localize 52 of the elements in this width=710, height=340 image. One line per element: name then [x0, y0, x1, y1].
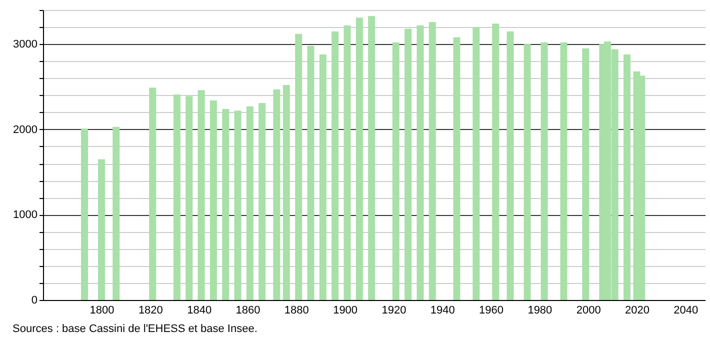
bar — [540, 42, 548, 300]
bar — [344, 25, 351, 300]
bar — [319, 54, 326, 300]
bar — [198, 90, 205, 300]
bar — [332, 31, 339, 300]
source-note: Sources : base Cassini de l'EHESS et base Insee. — [12, 323, 258, 335]
x-tick-label: 1820 — [138, 304, 163, 316]
bar — [149, 88, 156, 300]
bar — [222, 108, 230, 300]
bar — [295, 34, 302, 300]
bar — [210, 100, 217, 300]
bar — [428, 22, 436, 300]
x-tick-label: 1860 — [236, 304, 260, 316]
x-tick-label: 1840 — [187, 304, 212, 316]
bar — [392, 42, 400, 300]
x-tick-label: 2040 — [674, 304, 698, 316]
bar — [112, 126, 120, 300]
x-tick-label: 1800 — [90, 304, 114, 316]
bar — [404, 28, 412, 300]
y-tick-label: 3000 — [13, 38, 38, 51]
bar — [624, 54, 631, 300]
bar — [98, 159, 106, 300]
bar — [186, 96, 193, 300]
x-tick-label: 1940 — [430, 304, 455, 316]
bar — [246, 106, 254, 300]
bar — [492, 24, 500, 300]
bar — [560, 42, 568, 300]
bar — [273, 89, 280, 300]
bar — [80, 128, 88, 300]
bar — [524, 44, 531, 300]
bar — [472, 27, 480, 300]
x-tick-label: 1980 — [528, 304, 552, 316]
bar — [506, 31, 514, 300]
x-tick-label: 1880 — [284, 304, 309, 316]
x-tick-label: 1960 — [479, 304, 504, 316]
x-tick-label: 2000 — [576, 304, 601, 316]
bar — [582, 48, 590, 300]
y-tick-label: 1000 — [13, 209, 38, 222]
y-tick-label: 0 — [31, 294, 38, 306]
bar — [416, 25, 424, 300]
bar — [307, 46, 314, 300]
bar — [453, 37, 460, 300]
y-tick-label: 2000 — [13, 124, 38, 136]
bar — [234, 110, 242, 300]
x-tick-label: 2020 — [625, 304, 650, 316]
bar — [173, 94, 180, 300]
bar — [356, 18, 363, 300]
x-tick-label: 1900 — [333, 304, 358, 316]
x-tick-label: 1920 — [382, 304, 406, 316]
bar — [258, 102, 266, 300]
bar — [368, 16, 376, 300]
bar — [282, 85, 290, 300]
